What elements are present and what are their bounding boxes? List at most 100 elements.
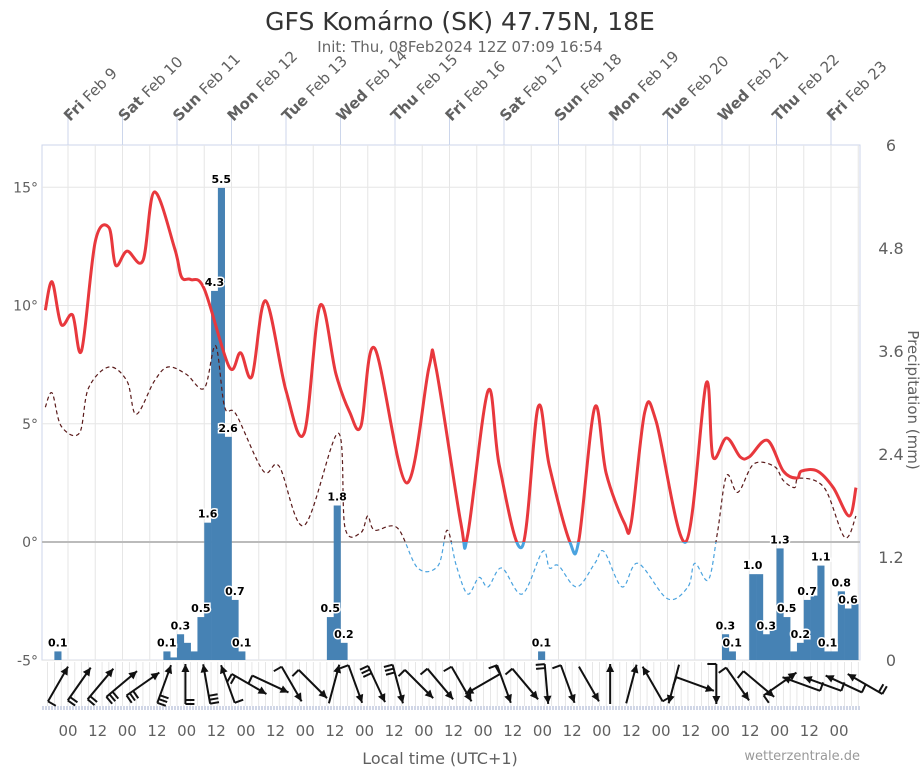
precipitation-bar — [844, 608, 852, 660]
x-tick-label: 00 — [236, 722, 255, 740]
wind-barb — [327, 664, 342, 704]
precipitation-label: 5.5 — [212, 173, 232, 186]
x-tick-label: 00 — [177, 722, 196, 740]
wind-barb-feather — [877, 683, 885, 693]
x-tick-label: 12 — [88, 722, 107, 740]
dewpoint-line — [44, 345, 857, 542]
wind-barb — [625, 664, 639, 704]
wind-barb — [247, 674, 289, 694]
wind-barb-feather — [535, 667, 546, 670]
y-left-tick-label: 5° — [22, 417, 38, 433]
wind-arrow-head — [543, 695, 552, 704]
wind-barb — [291, 669, 328, 699]
precipitation-bar — [831, 651, 839, 660]
y-left-tick-label: -5° — [17, 653, 38, 669]
wind-barb — [718, 666, 750, 701]
wind-arrow-head — [200, 664, 209, 673]
date: Feb 20 — [684, 52, 732, 100]
wind-barb-feather — [291, 669, 300, 677]
wind-barb — [125, 671, 160, 704]
precipitation-label: 0.1 — [532, 636, 552, 649]
wind-barb-feather — [129, 692, 136, 702]
precipitation-bar — [204, 522, 212, 660]
wind-barb-feather — [108, 693, 117, 702]
x-tick-label: 12 — [503, 722, 522, 740]
chart-title: GFS Komárno (SK) 47.75N, 18E — [265, 7, 655, 36]
wind-arrow-head — [504, 693, 512, 703]
x-tick-label: 12 — [740, 722, 759, 740]
precipitation-bar — [326, 617, 334, 660]
wind-barb-feather — [672, 676, 678, 686]
wind-arrow-head — [630, 664, 639, 674]
date: Feb 23 — [842, 57, 890, 105]
wind-arrow-head — [464, 692, 472, 702]
wind-barb-feather — [157, 701, 167, 707]
wind-arrow-head — [318, 689, 327, 699]
x-tick-label: 00 — [711, 722, 730, 740]
precipitation-label: 0.5 — [191, 602, 211, 615]
precipitation-labels: 0.1 0.10.30.51.64.35.52.60.70.10.51.80.20… — [47, 171, 860, 651]
y-left-tick-label: 10° — [13, 299, 38, 315]
precipitation-label: 0.1 — [722, 636, 742, 649]
wind-barb — [397, 669, 434, 699]
x-tick-label: 00 — [829, 722, 848, 740]
precipitation-label: 0.7 — [225, 585, 245, 598]
x-tick-label: 12 — [563, 722, 582, 740]
precipitation-label: 0.3 — [716, 619, 736, 632]
wind-barb-feather — [273, 665, 283, 673]
precipitation-bar — [190, 651, 198, 660]
precipitation-bar — [197, 617, 205, 660]
wind-barb — [105, 670, 138, 705]
wind-barb-feather — [384, 667, 394, 672]
precipitation-bars — [54, 187, 859, 660]
wind-barb — [552, 664, 576, 704]
date: Feb 19 — [634, 47, 682, 95]
precipitation-bar — [851, 604, 859, 660]
precipitation-bar — [728, 651, 736, 660]
x-tick-label: 00 — [474, 722, 493, 740]
precipitation-bar — [54, 651, 62, 660]
wind-barb — [847, 673, 888, 695]
wind-arrow-head — [128, 671, 138, 680]
wind-arrow-head — [181, 664, 190, 672]
wind-arrow-head — [164, 665, 173, 675]
wind-barb-feather — [229, 675, 237, 685]
precipitation-label: 0.3 — [757, 619, 777, 632]
precipitation-label: 0.1 — [48, 636, 68, 649]
wind-barb-feather — [226, 673, 233, 683]
precipitation-label: 1.6 — [198, 508, 218, 521]
date: Feb 11 — [196, 50, 244, 98]
precipitation-bar — [762, 634, 770, 660]
x-tick-label: 12 — [444, 722, 463, 740]
wind-barb-feather — [158, 698, 168, 704]
wind-arrow-head — [712, 696, 721, 704]
wind-arrow-head — [606, 664, 615, 672]
precipitation-label: 1.8 — [327, 491, 347, 504]
wind-barb-feather — [86, 698, 96, 706]
wind-arrow-head — [82, 667, 91, 677]
top-axis-date-label: Fri Feb 9 — [60, 64, 121, 125]
wind-barb-feather — [383, 663, 393, 668]
precipitation-bar — [776, 548, 784, 660]
precipitation-bar — [783, 617, 791, 660]
wind-arrow-head — [397, 694, 405, 704]
precipitation-bar — [217, 187, 225, 660]
precipitation-label: 0.2 — [791, 628, 811, 641]
wind-arrow-head — [803, 676, 813, 684]
wind-barb — [464, 665, 501, 695]
wind-barb — [47, 666, 69, 707]
wind-barb-feather — [359, 664, 369, 671]
wind-arrow-head — [424, 689, 434, 699]
x-tick-label: 00 — [296, 722, 315, 740]
x-tick-label: 12 — [385, 722, 404, 740]
wind-barb-feather — [89, 695, 98, 703]
wind-barb-feather — [718, 666, 727, 674]
wind-barb-feather — [535, 663, 545, 666]
chart-subtitle: Init: Thu, 08Feb2024 12Z 07:09 16:54 — [317, 38, 602, 56]
wind-barb — [181, 664, 195, 705]
x-tick-label: 00 — [414, 722, 433, 740]
y-right-axis-title: Precipitation (mm) — [904, 330, 921, 469]
wind-barb — [66, 667, 92, 707]
wind-arrow-head — [705, 684, 714, 692]
